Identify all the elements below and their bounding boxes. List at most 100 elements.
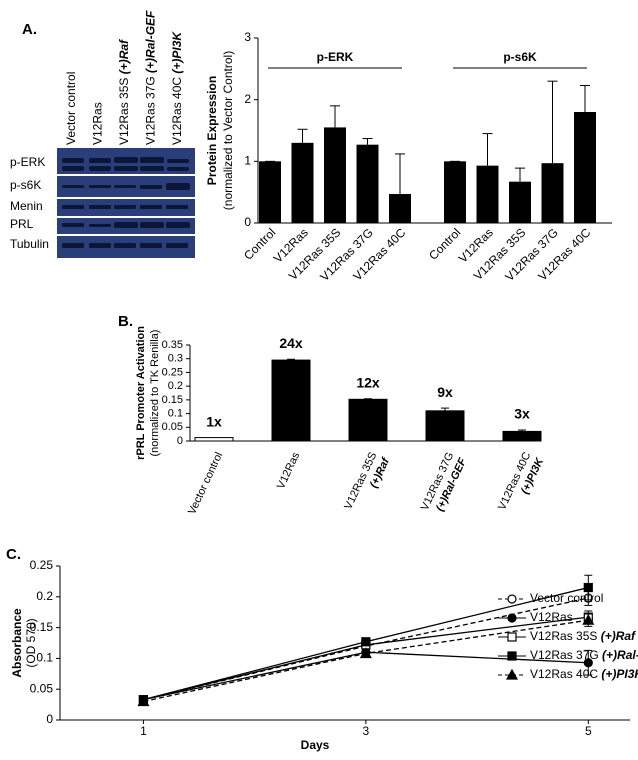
bar [425, 410, 465, 442]
legend-label-effector: (+)Ral-GEF [602, 648, 638, 662]
x-tick-label: 3 [363, 724, 370, 738]
bar [271, 359, 311, 442]
fold-label: 3x [514, 406, 530, 422]
lane-label: V12Ras 35S (+)Raf [117, 39, 131, 145]
bar [259, 161, 281, 223]
lane-label-text: V12Ras 37G [144, 73, 158, 145]
lane-label-effector: (+)PI3K [170, 31, 184, 74]
error-bar [441, 407, 449, 415]
error-bar [547, 80, 558, 164]
error-bar [364, 398, 372, 401]
x-tick-label: V12Ras [275, 450, 303, 491]
y-tick-label: 0 [177, 435, 183, 447]
bar [348, 398, 388, 442]
bar [291, 142, 314, 223]
x-tick-label: Vector control [186, 450, 225, 516]
bar [476, 165, 499, 223]
y-tick-label: 0.2 [168, 380, 183, 392]
error-bar [395, 153, 405, 195]
lane-label-text: V12Ras 35S [117, 74, 131, 145]
y-tick-label: 0.25 [30, 558, 54, 572]
bar [541, 163, 564, 223]
y-axis-label: Absorbance [10, 608, 24, 678]
lane-label-effector: (+)Raf [117, 39, 131, 74]
blot-row-label: Menin [10, 199, 43, 213]
y-tick-label: 0.35 [162, 339, 183, 351]
y-axis-note: (normalized to TK Renilla) [149, 330, 161, 457]
legend-label: V12Ras 40C (+)PI3K [530, 667, 638, 681]
error-bar [580, 84, 590, 112]
blot-row-label: p-s6K [10, 178, 41, 192]
legend-label-effector: (+)PI3K [601, 667, 638, 681]
y-tick-label: 0 [46, 712, 53, 726]
error-bar [362, 138, 373, 145]
legend-label-text: V12Ras 35S [530, 629, 601, 643]
panel-label: C. [6, 546, 21, 563]
marker [583, 582, 593, 593]
y-tick-label: 0.05 [162, 421, 183, 433]
bar [389, 194, 411, 223]
y-tick-label: 0.05 [30, 681, 54, 695]
y-tick-label: 2 [244, 92, 251, 106]
marker [361, 637, 371, 647]
marker [507, 613, 517, 623]
error-bar [330, 105, 340, 128]
legend-label: V12Ras 37G (+)Ral-GEF [530, 648, 638, 662]
y-tick-label: 3 [244, 30, 251, 44]
y-tick-label: 0.1 [168, 407, 183, 419]
bar [324, 127, 346, 223]
legend-label-text: V12Ras 37G [530, 648, 602, 662]
fold-label: 9x [437, 384, 453, 400]
x-tick-label-group: Vector control [186, 450, 225, 516]
marker [359, 647, 372, 659]
fold-label: 12x [356, 374, 380, 390]
y-tick-label: 0.15 [162, 394, 183, 406]
lane-label-text: Vector control [64, 72, 78, 145]
bar [356, 144, 379, 223]
x-tick-label: 1 [140, 724, 147, 738]
y-tick-label: 0.2 [36, 589, 53, 603]
x-tick-label-group: V12Ras [275, 450, 303, 491]
marker [583, 658, 593, 668]
marker [507, 632, 517, 642]
blot-row-label: p-ERK [10, 155, 45, 169]
legend-label: Vector control [530, 591, 603, 605]
group-label: p-s6K [503, 50, 537, 64]
lane-label: V12Ras 40C (+)PI3K [170, 31, 184, 145]
bar [444, 161, 466, 223]
panel-label: B. [118, 313, 133, 330]
bar [194, 437, 234, 442]
legend-label-text: Vector control [530, 591, 603, 605]
y-tick-label: 0.15 [30, 620, 54, 634]
bar [509, 181, 531, 223]
lane-label-effector: (+)Ral-GEF [144, 10, 158, 73]
lane-label-text: V12Ras 40C [170, 74, 184, 145]
marker [582, 613, 595, 625]
y-tick-label: 0.25 [162, 366, 183, 378]
error-bar [287, 358, 295, 362]
y-axis-note: (OD 570) [24, 618, 38, 667]
marker [507, 651, 517, 661]
y-tick-label: 0.3 [168, 353, 183, 365]
y-tick-label: 0 [244, 215, 251, 229]
marker [507, 594, 517, 604]
lane-label: V12Ras [91, 102, 105, 145]
error-bar [515, 167, 525, 182]
legend-label-text: V12Ras 40C [530, 667, 601, 681]
y-axis-label: rPRL Promoter Activation [135, 326, 147, 460]
panel-label: A. [22, 21, 37, 38]
y-axis-note: (normalized to Vector Control) [221, 51, 235, 210]
series-line [143, 651, 589, 701]
series-line [143, 619, 589, 703]
y-axis-label: Protein Expression [205, 76, 219, 185]
error-bar [482, 133, 493, 166]
lane-label: V12Ras 37G (+)Ral-GEF [144, 10, 158, 145]
x-tick-label-group: V12Ras 40C(+)PI3K [496, 450, 546, 512]
bar [574, 112, 596, 223]
blot-image [57, 148, 195, 258]
blot-row-label: PRL [10, 217, 34, 231]
marker [505, 668, 519, 680]
lane-label-text: V12Ras [91, 102, 105, 145]
